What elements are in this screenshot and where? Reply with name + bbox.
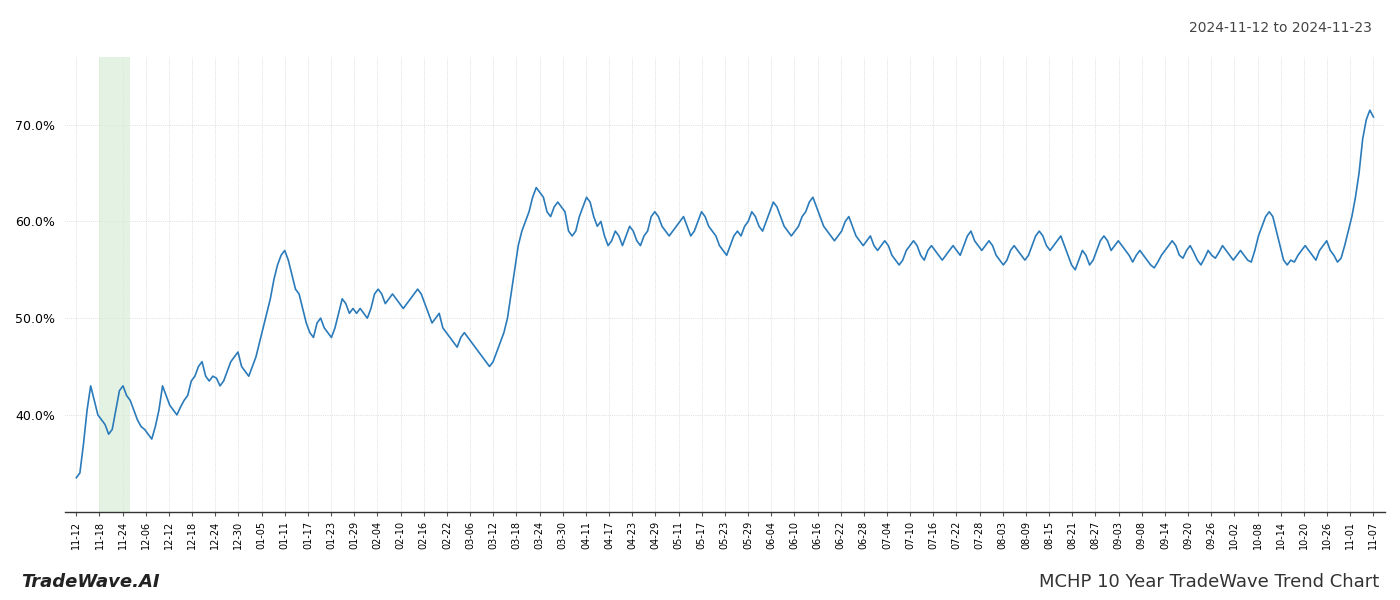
Text: MCHP 10 Year TradeWave Trend Chart: MCHP 10 Year TradeWave Trend Chart	[1039, 573, 1379, 591]
Text: 2024-11-12 to 2024-11-23: 2024-11-12 to 2024-11-23	[1189, 21, 1372, 35]
Text: TradeWave.AI: TradeWave.AI	[21, 573, 160, 591]
Bar	[99, 57, 130, 512]
